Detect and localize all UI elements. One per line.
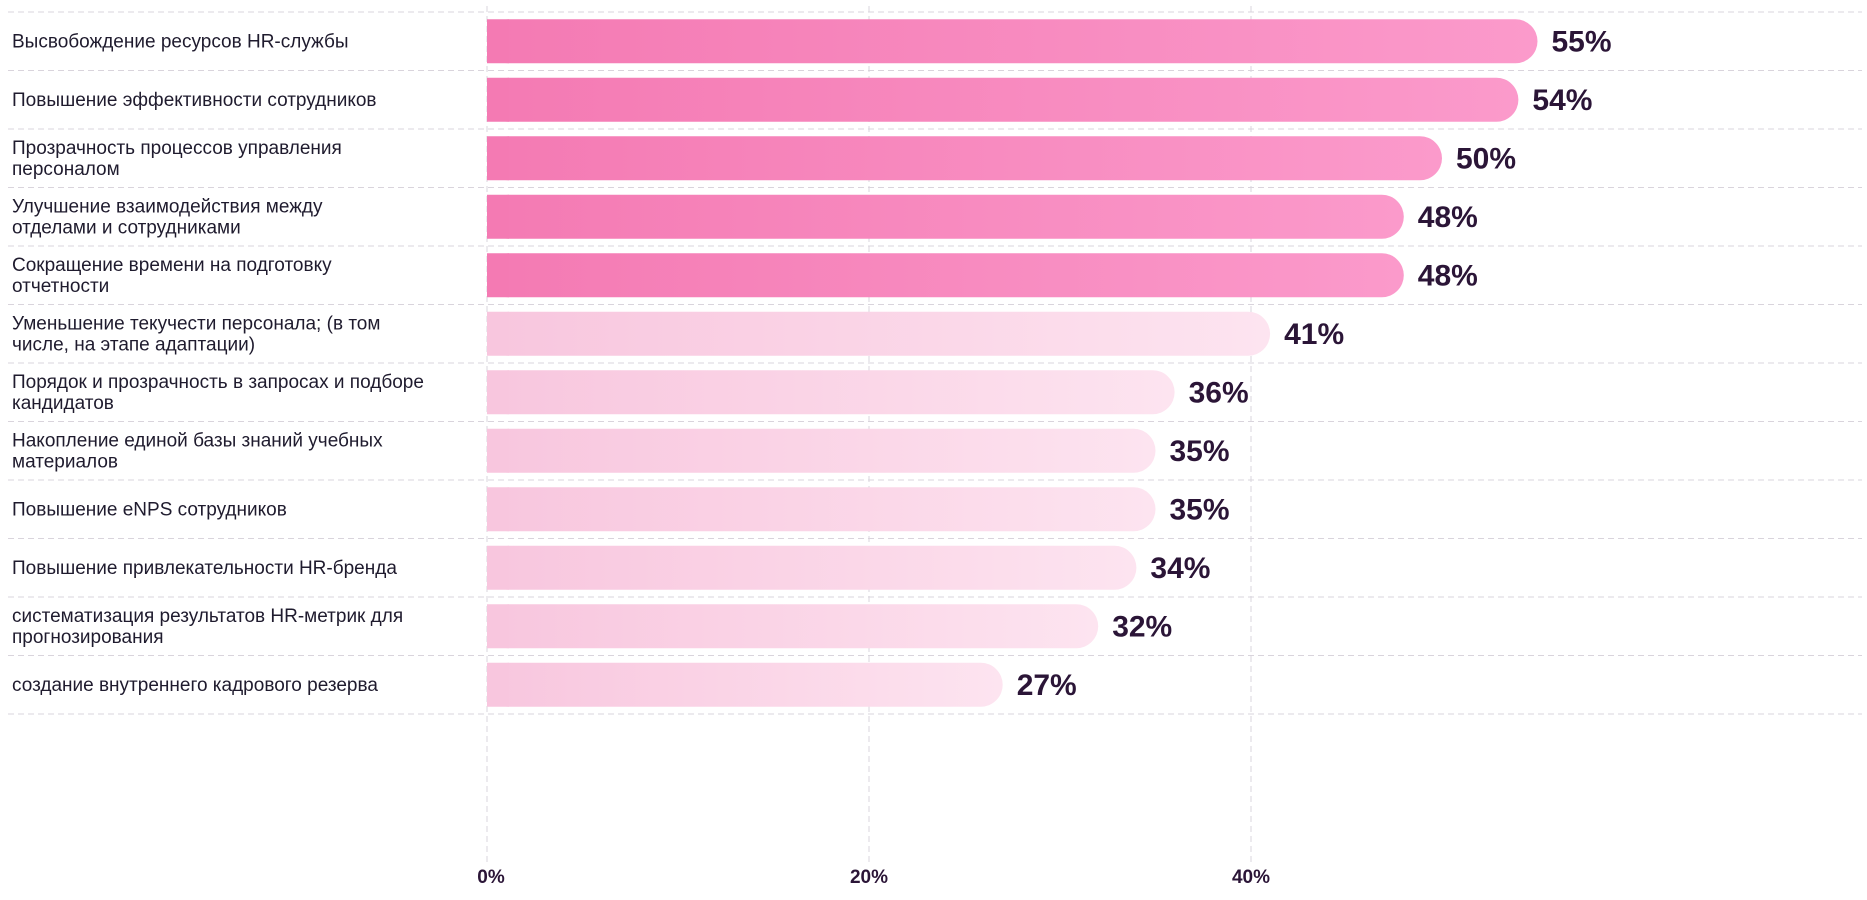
bar [487,604,1099,649]
category-label: Прозрачность процессов управления персона… [12,138,342,180]
x-tick-label: 0% [477,867,505,888]
bars-layer [487,19,1538,707]
value-label: 35% [1170,435,1230,468]
bar-left-edge [487,545,509,590]
category-label: Повышение привлекательности HR-бренда [12,558,397,579]
value-label: 48% [1418,259,1478,292]
bar-left-edge [487,77,509,122]
bar-left-edge [487,253,509,298]
x-tick-label: 20% [850,867,888,888]
bar-left-edge [487,604,509,649]
value-label: 36% [1189,376,1249,409]
category-label: Сокращение времени на подготовку отчетнос… [12,255,332,297]
value-labels: 55% 54% 50% 48% 48% 41% 36% 35% 35% 34% 32% 27% [1017,25,1612,702]
bar-left-edge [487,662,509,707]
value-label: 27% [1017,669,1077,702]
category-label: Порядок и прозрачность в запросах и подб… [12,372,424,414]
bar [487,662,1003,707]
bar-left-edge [487,311,509,356]
bar [487,487,1156,532]
x-axis-ticks: 0% 20% 40% [477,867,1270,888]
bar [487,370,1175,415]
value-label: 54% [1532,84,1592,117]
category-labels: Высвобождение ресурсов HR-службы Повышени… [12,31,424,696]
bar [487,19,1538,64]
bar [487,253,1404,298]
category-label: Улучшение взаимодействия между отделами и… [12,196,323,238]
category-label: Повышение эффективности сотрудников [12,90,377,111]
x-tick-label: 40% [1232,867,1270,888]
bar [487,136,1442,181]
bar [487,77,1519,122]
bar [487,545,1137,590]
value-label: 48% [1418,201,1478,234]
bar-left-edge [487,428,509,473]
category-label: создание внутреннего кадрового резерва [12,675,378,696]
category-label: Накопление единой базы знаний учебных мат… [12,430,383,472]
bar-left-edge [487,19,509,64]
bar [487,428,1156,473]
bar [487,311,1271,356]
value-label: 41% [1284,318,1344,351]
value-label: 55% [1552,25,1612,58]
bar-left-edge [487,487,509,532]
value-label: 50% [1456,142,1516,175]
bar-left-edge [487,370,509,415]
value-label: 34% [1150,552,1210,585]
value-label: 32% [1112,610,1172,643]
category-label: Уменьшение текучести персонала; (в том чи… [12,313,380,355]
category-label: Высвобождение ресурсов HR-службы [12,31,349,52]
bar-left-edge [487,194,509,239]
value-label: 35% [1170,493,1230,526]
category-label: Повышение eNPS сотрудников [12,499,287,520]
category-label: систематизация результатов HR-метрик для… [12,606,403,648]
bar-left-edge [487,136,509,181]
bar [487,194,1404,239]
